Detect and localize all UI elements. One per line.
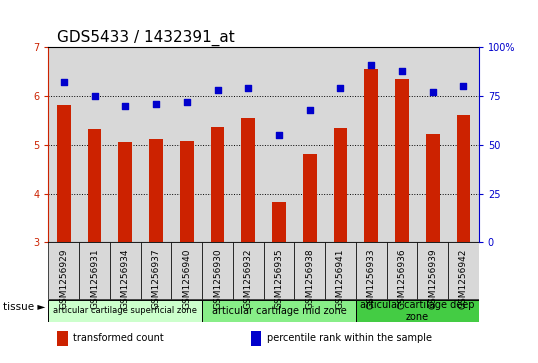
Point bbox=[213, 87, 222, 93]
Point bbox=[428, 89, 437, 95]
Bar bbox=[303, 154, 317, 242]
Text: GSM1256931: GSM1256931 bbox=[90, 249, 99, 309]
Point bbox=[306, 107, 314, 113]
Bar bbox=[395, 79, 409, 242]
Bar bbox=[57, 331, 68, 346]
Bar bbox=[79, 47, 110, 242]
Bar bbox=[149, 139, 163, 242]
Text: articular cartilage mid zone: articular cartilage mid zone bbox=[211, 306, 346, 316]
Bar bbox=[202, 300, 356, 322]
Text: articular cartilage deep
zone: articular cartilage deep zone bbox=[360, 300, 475, 322]
Point bbox=[398, 68, 406, 74]
Point bbox=[244, 85, 252, 91]
Text: GSM1256932: GSM1256932 bbox=[244, 249, 253, 309]
Bar bbox=[172, 242, 202, 299]
Bar bbox=[294, 242, 325, 299]
Text: GSM1256940: GSM1256940 bbox=[182, 249, 192, 309]
Text: GSM1256939: GSM1256939 bbox=[428, 249, 437, 309]
Bar bbox=[272, 202, 286, 242]
Point bbox=[60, 79, 68, 85]
Text: GSM1256930: GSM1256930 bbox=[213, 249, 222, 309]
Text: articular cartilage superficial zone: articular cartilage superficial zone bbox=[53, 306, 197, 315]
Text: GSM1256933: GSM1256933 bbox=[367, 249, 376, 309]
Point bbox=[90, 93, 99, 99]
Text: tissue ►: tissue ► bbox=[3, 302, 45, 312]
Bar bbox=[242, 118, 255, 242]
Bar bbox=[48, 242, 79, 299]
Point bbox=[459, 83, 468, 89]
Bar bbox=[264, 47, 294, 242]
Text: GSM1256942: GSM1256942 bbox=[459, 249, 468, 309]
Bar bbox=[417, 242, 448, 299]
Bar bbox=[110, 242, 140, 299]
Text: GSM1256938: GSM1256938 bbox=[305, 249, 314, 309]
Bar bbox=[387, 242, 417, 299]
Bar bbox=[180, 141, 194, 242]
Bar bbox=[210, 127, 224, 242]
Bar bbox=[233, 242, 264, 299]
Bar bbox=[88, 129, 102, 242]
Text: GSM1256941: GSM1256941 bbox=[336, 249, 345, 309]
Bar bbox=[264, 242, 294, 299]
Bar bbox=[294, 47, 325, 242]
Point bbox=[121, 103, 130, 109]
Bar bbox=[57, 105, 70, 242]
Point bbox=[367, 62, 376, 68]
Bar bbox=[426, 134, 440, 242]
Text: transformed count: transformed count bbox=[73, 333, 164, 343]
Point bbox=[336, 85, 345, 91]
Bar bbox=[387, 47, 417, 242]
Bar bbox=[356, 47, 387, 242]
Text: GSM1256937: GSM1256937 bbox=[152, 249, 160, 309]
Bar bbox=[334, 128, 348, 242]
Bar bbox=[172, 47, 202, 242]
Bar bbox=[325, 47, 356, 242]
Bar bbox=[448, 47, 479, 242]
Point bbox=[275, 132, 284, 138]
Bar bbox=[448, 242, 479, 299]
Text: GDS5433 / 1432391_at: GDS5433 / 1432391_at bbox=[57, 30, 235, 46]
Bar bbox=[325, 242, 356, 299]
Bar bbox=[251, 331, 261, 346]
Bar bbox=[110, 47, 140, 242]
Bar bbox=[457, 114, 470, 242]
Bar bbox=[356, 242, 387, 299]
Bar bbox=[233, 47, 264, 242]
Bar bbox=[417, 47, 448, 242]
Point bbox=[152, 101, 160, 107]
Text: GSM1256929: GSM1256929 bbox=[59, 249, 68, 309]
Text: GSM1256936: GSM1256936 bbox=[398, 249, 407, 309]
Bar bbox=[140, 242, 172, 299]
Bar bbox=[364, 69, 378, 242]
Text: percentile rank within the sample: percentile rank within the sample bbox=[267, 333, 432, 343]
Bar bbox=[202, 47, 233, 242]
Bar bbox=[202, 242, 233, 299]
Bar bbox=[118, 142, 132, 242]
Bar bbox=[140, 47, 172, 242]
Text: GSM1256935: GSM1256935 bbox=[274, 249, 284, 309]
Bar bbox=[79, 242, 110, 299]
Bar bbox=[48, 300, 202, 322]
Text: GSM1256934: GSM1256934 bbox=[121, 249, 130, 309]
Bar bbox=[356, 300, 479, 322]
Bar bbox=[48, 47, 79, 242]
Point bbox=[182, 99, 191, 105]
